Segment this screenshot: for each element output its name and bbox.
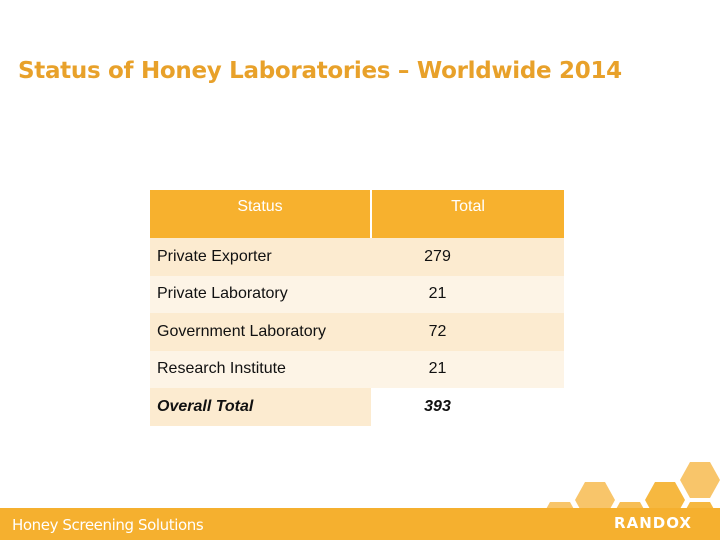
table-row: Government Laboratory 72	[150, 313, 564, 351]
table-row-total: Overall Total 393	[150, 388, 564, 426]
slide-title: Status of Honey Laboratories – Worldwide…	[18, 58, 622, 84]
status-table: Status Total Private Exporter 279 Privat…	[150, 190, 564, 426]
table-row: Research Institute 21	[150, 350, 564, 388]
row-status: Private Exporter	[150, 238, 371, 276]
row-status: Overall Total	[150, 388, 371, 426]
row-total: 21	[371, 350, 564, 388]
row-status: Government Laboratory	[150, 313, 371, 351]
table-row: Private Exporter 279	[150, 238, 564, 276]
footer-bar: Honey Screening Solutions RANDOX	[0, 508, 720, 540]
row-total: 279	[371, 238, 564, 276]
column-header-total: Total	[371, 190, 564, 238]
table-header-row: Status Total	[150, 190, 564, 238]
row-status: Private Laboratory	[150, 275, 371, 313]
table-row: Private Laboratory 21	[150, 275, 564, 313]
row-total: 72	[371, 313, 564, 351]
row-status: Research Institute	[150, 350, 371, 388]
row-total: 393	[371, 388, 564, 426]
column-header-status: Status	[150, 190, 372, 238]
row-total: 21	[371, 275, 564, 313]
brand-logo: RANDOX	[614, 514, 692, 532]
footer-text: Honey Screening Solutions	[12, 516, 204, 534]
